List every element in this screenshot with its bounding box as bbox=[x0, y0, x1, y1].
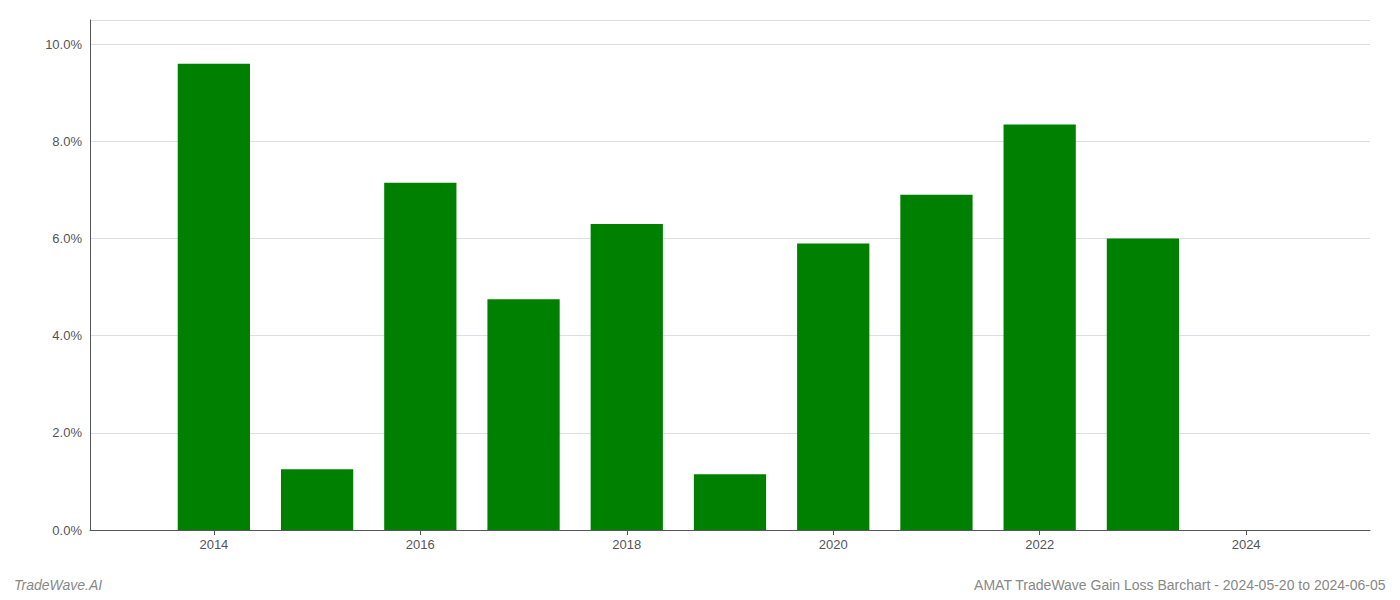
svg-text:2014: 2014 bbox=[199, 537, 228, 552]
svg-text:TradeWave.AI: TradeWave.AI bbox=[14, 577, 102, 593]
svg-text:2.0%: 2.0% bbox=[52, 425, 82, 440]
svg-text:4.0%: 4.0% bbox=[52, 328, 82, 343]
svg-text:2016: 2016 bbox=[406, 537, 435, 552]
svg-text:10.0%: 10.0% bbox=[45, 37, 82, 52]
svg-text:0.0%: 0.0% bbox=[52, 523, 82, 538]
svg-text:AMAT TradeWave Gain Loss Barch: AMAT TradeWave Gain Loss Barchart - 2024… bbox=[974, 577, 1386, 593]
svg-text:8.0%: 8.0% bbox=[52, 134, 82, 149]
svg-text:2018: 2018 bbox=[612, 537, 641, 552]
svg-text:2024: 2024 bbox=[1232, 537, 1261, 552]
svg-text:2022: 2022 bbox=[1025, 537, 1054, 552]
svg-text:6.0%: 6.0% bbox=[52, 231, 82, 246]
svg-text:2020: 2020 bbox=[819, 537, 848, 552]
